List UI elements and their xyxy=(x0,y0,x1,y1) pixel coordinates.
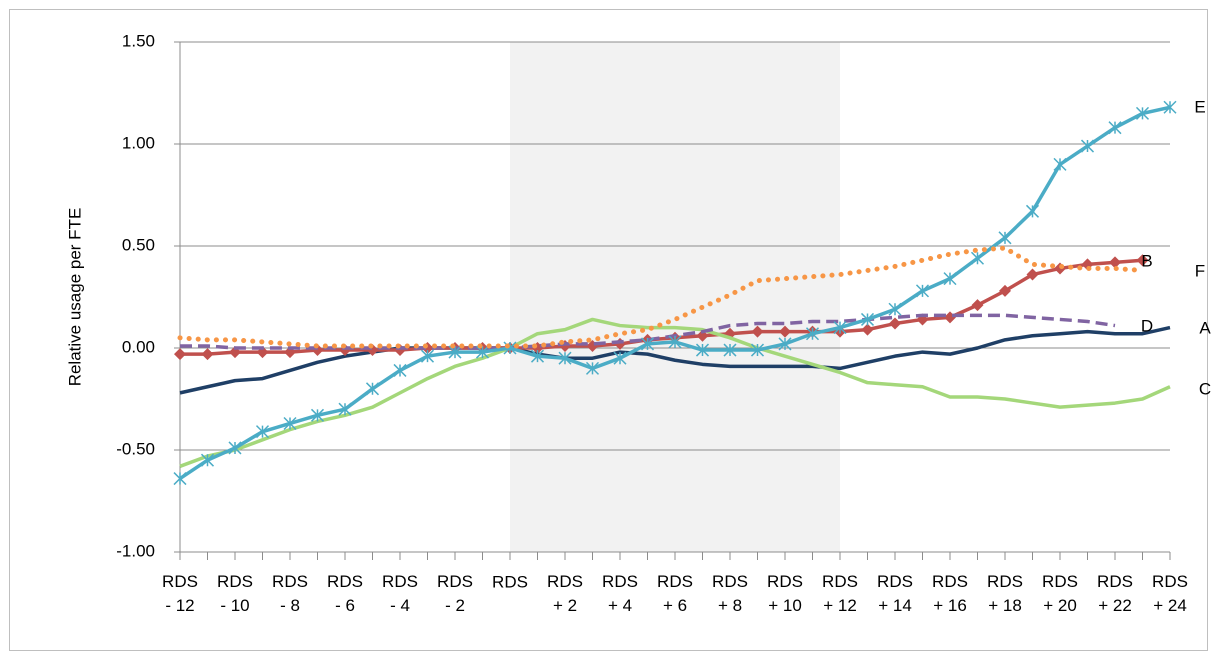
data-marker xyxy=(998,231,1012,245)
data-marker xyxy=(1026,268,1039,281)
data-marker xyxy=(585,361,600,375)
x-tick-label: RDS - 4 xyxy=(382,572,418,615)
data-marker xyxy=(174,348,186,361)
data-marker xyxy=(723,343,737,357)
data-marker xyxy=(530,349,545,363)
data-marker xyxy=(778,337,792,351)
data-marker xyxy=(1135,106,1150,120)
y-tick-label: -0.50 xyxy=(116,439,155,458)
data-marker xyxy=(448,345,462,359)
x-tick-label: RDS - 10 xyxy=(217,572,253,615)
x-tick-label: RDS xyxy=(492,572,528,591)
data-marker xyxy=(365,382,380,396)
x-tick-label: RDS + 16 xyxy=(932,572,968,615)
x-tick-label: RDS - 6 xyxy=(327,572,363,615)
data-marker xyxy=(915,284,930,298)
series-line xyxy=(179,325,1171,395)
data-marker xyxy=(888,302,902,316)
x-tick-label: RDS + 12 xyxy=(822,572,858,615)
series-line xyxy=(177,245,1145,349)
data-marker xyxy=(750,343,765,357)
x-tick-label: RDS + 6 xyxy=(657,572,693,615)
data-marker xyxy=(200,453,215,467)
data-marker xyxy=(310,408,325,422)
data-marker xyxy=(943,272,957,286)
y-tick-label: 0.50 xyxy=(122,235,155,254)
shaded-period xyxy=(510,42,840,552)
data-marker xyxy=(420,349,435,363)
x-tick-label: RDS + 2 xyxy=(547,572,583,615)
x-tick-label: RDS + 8 xyxy=(712,572,748,615)
data-marker xyxy=(833,321,847,335)
data-marker xyxy=(805,327,820,341)
x-tick-label: RDS - 12 xyxy=(162,572,198,615)
data-marker xyxy=(283,416,297,431)
y-tick-label: 1.50 xyxy=(122,31,155,50)
data-marker xyxy=(255,425,270,439)
x-tick-label: RDS - 8 xyxy=(272,572,308,615)
y-tick-label: 1.00 xyxy=(122,133,155,152)
y-axis-title: Relative usage per FTE xyxy=(65,208,84,387)
data-marker xyxy=(779,325,791,338)
x-tick-label: RDS + 20 xyxy=(1042,572,1078,615)
x-tick-label: RDS + 10 xyxy=(767,572,803,615)
x-tick-label: RDS + 18 xyxy=(987,572,1023,615)
data-marker xyxy=(695,343,710,357)
data-marker xyxy=(475,345,490,359)
data-marker xyxy=(860,312,875,326)
series-label: C xyxy=(1199,379,1211,398)
data-marker xyxy=(173,472,187,486)
data-marker xyxy=(393,363,407,377)
data-marker xyxy=(970,251,985,265)
data-marker xyxy=(228,441,242,455)
data-marker xyxy=(751,325,764,338)
x-tick-label: RDS + 14 xyxy=(877,572,913,615)
y-tick-label: 0.00 xyxy=(122,337,155,356)
y-tick-label: -1.00 xyxy=(116,541,155,560)
data-marker xyxy=(1025,204,1040,218)
data-marker xyxy=(613,351,627,365)
data-marker xyxy=(1080,139,1095,153)
data-marker xyxy=(861,323,874,336)
data-marker xyxy=(1053,157,1067,171)
data-marker xyxy=(338,402,352,416)
series-label: A xyxy=(1199,318,1211,337)
x-tick-label: RDS + 4 xyxy=(602,572,638,615)
series-label: D xyxy=(1141,316,1153,335)
data-marker xyxy=(640,337,655,351)
data-marker xyxy=(1109,256,1121,269)
data-marker xyxy=(999,284,1011,297)
x-tick-label: RDS - 2 xyxy=(437,572,473,615)
data-marker xyxy=(558,351,572,365)
series-label: E xyxy=(1194,97,1205,116)
series-label: B xyxy=(1141,251,1152,270)
data-marker xyxy=(668,335,682,349)
data-marker xyxy=(971,299,984,312)
data-marker xyxy=(1108,121,1122,135)
series-label: F xyxy=(1195,261,1205,280)
data-marker xyxy=(1136,254,1149,267)
series-line xyxy=(179,317,1171,468)
data-marker xyxy=(1163,100,1177,114)
x-tick-label: RDS + 22 xyxy=(1097,572,1133,615)
data-marker xyxy=(201,348,214,361)
x-tick-label: RDS + 24 xyxy=(1152,572,1188,615)
data-marker xyxy=(889,317,901,330)
